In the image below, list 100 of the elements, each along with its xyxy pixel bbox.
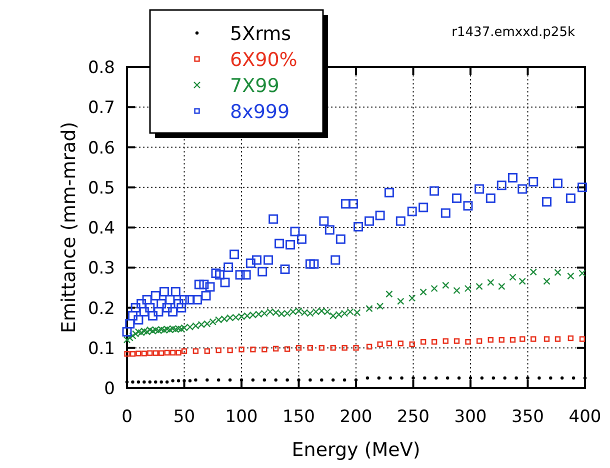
point [171, 379, 174, 382]
point [251, 378, 255, 382]
point [206, 378, 209, 382]
x-tick-label: 150 [282, 407, 315, 427]
point [549, 376, 552, 380]
x-tick-label: 350 [512, 407, 544, 427]
y-tick-label: 0.8 [88, 58, 115, 78]
point [308, 378, 312, 382]
point [388, 376, 392, 380]
point [377, 376, 380, 380]
point [353, 345, 359, 351]
point [273, 346, 279, 352]
text: r1437.emxxd.p25k [452, 25, 576, 40]
point [342, 378, 346, 382]
point [398, 340, 404, 346]
legend-label: 7X99 [230, 75, 280, 97]
point [217, 378, 220, 382]
point [154, 380, 158, 384]
point [262, 378, 266, 382]
point [142, 380, 146, 384]
point [572, 376, 576, 380]
point [583, 376, 587, 380]
point [176, 350, 182, 356]
point [579, 336, 586, 342]
point [194, 378, 198, 382]
point [538, 376, 541, 380]
x-tick-label: 400 [568, 407, 602, 427]
y-axis-title: Emittance (mm-mrad) [58, 122, 80, 334]
point [125, 380, 129, 384]
point [141, 350, 148, 356]
point [503, 376, 506, 380]
point [296, 345, 302, 351]
x-tick-label: 50 [173, 407, 196, 427]
point [366, 376, 370, 380]
x-tick-label: 200 [340, 407, 372, 427]
point [164, 350, 170, 356]
point [286, 378, 289, 382]
y-tick-label: 0.3 [88, 258, 115, 279]
point [274, 378, 278, 382]
y-tick-label: 0.4 [88, 218, 115, 238]
point [431, 339, 438, 345]
point [510, 337, 516, 343]
point [332, 378, 335, 382]
point [130, 351, 136, 357]
point [342, 345, 348, 351]
point [165, 380, 169, 384]
point [498, 337, 504, 343]
point [520, 336, 526, 342]
point [434, 376, 438, 380]
point [148, 380, 152, 384]
point [446, 376, 450, 380]
point [181, 348, 188, 354]
point [238, 346, 244, 352]
x-tick-label: 100 [225, 407, 258, 427]
legend-label: 5Xrms [230, 23, 291, 45]
y-tick-label: 0.2 [88, 298, 115, 319]
point [400, 376, 404, 380]
point [420, 339, 426, 345]
point [480, 376, 484, 380]
point [514, 376, 518, 380]
point [227, 347, 233, 354]
x-tick-label: 300 [454, 407, 487, 427]
y-tick-label: 0.1 [88, 338, 115, 359]
x-tick-label: 250 [397, 407, 430, 427]
point [188, 379, 192, 382]
x-axis-title: Energy (MeV) [292, 439, 420, 461]
point [216, 347, 222, 354]
point [204, 348, 210, 354]
point [131, 380, 134, 384]
point [377, 341, 383, 348]
point [136, 380, 140, 384]
point [457, 376, 461, 380]
point [124, 351, 130, 357]
point [240, 378, 244, 382]
point [492, 376, 495, 380]
point [160, 380, 163, 384]
point [488, 337, 494, 343]
point [307, 345, 314, 351]
point [468, 376, 472, 380]
point [465, 339, 471, 345]
point [554, 336, 561, 342]
x-tick-label: 0 [122, 407, 132, 427]
point [170, 350, 176, 356]
point [250, 346, 256, 352]
point [158, 350, 164, 356]
point [330, 345, 336, 351]
point [192, 348, 199, 354]
point [366, 344, 372, 350]
point [409, 341, 415, 348]
y-tick-label: 0.6 [88, 138, 115, 158]
point [568, 335, 574, 342]
point [318, 345, 324, 351]
point [152, 350, 158, 356]
legend-label: 8x999 [230, 101, 290, 123]
point [476, 338, 482, 344]
legend-label: 6X90% [230, 49, 298, 71]
point [284, 346, 290, 352]
point [176, 379, 180, 382]
point [442, 338, 449, 344]
point [423, 376, 426, 380]
